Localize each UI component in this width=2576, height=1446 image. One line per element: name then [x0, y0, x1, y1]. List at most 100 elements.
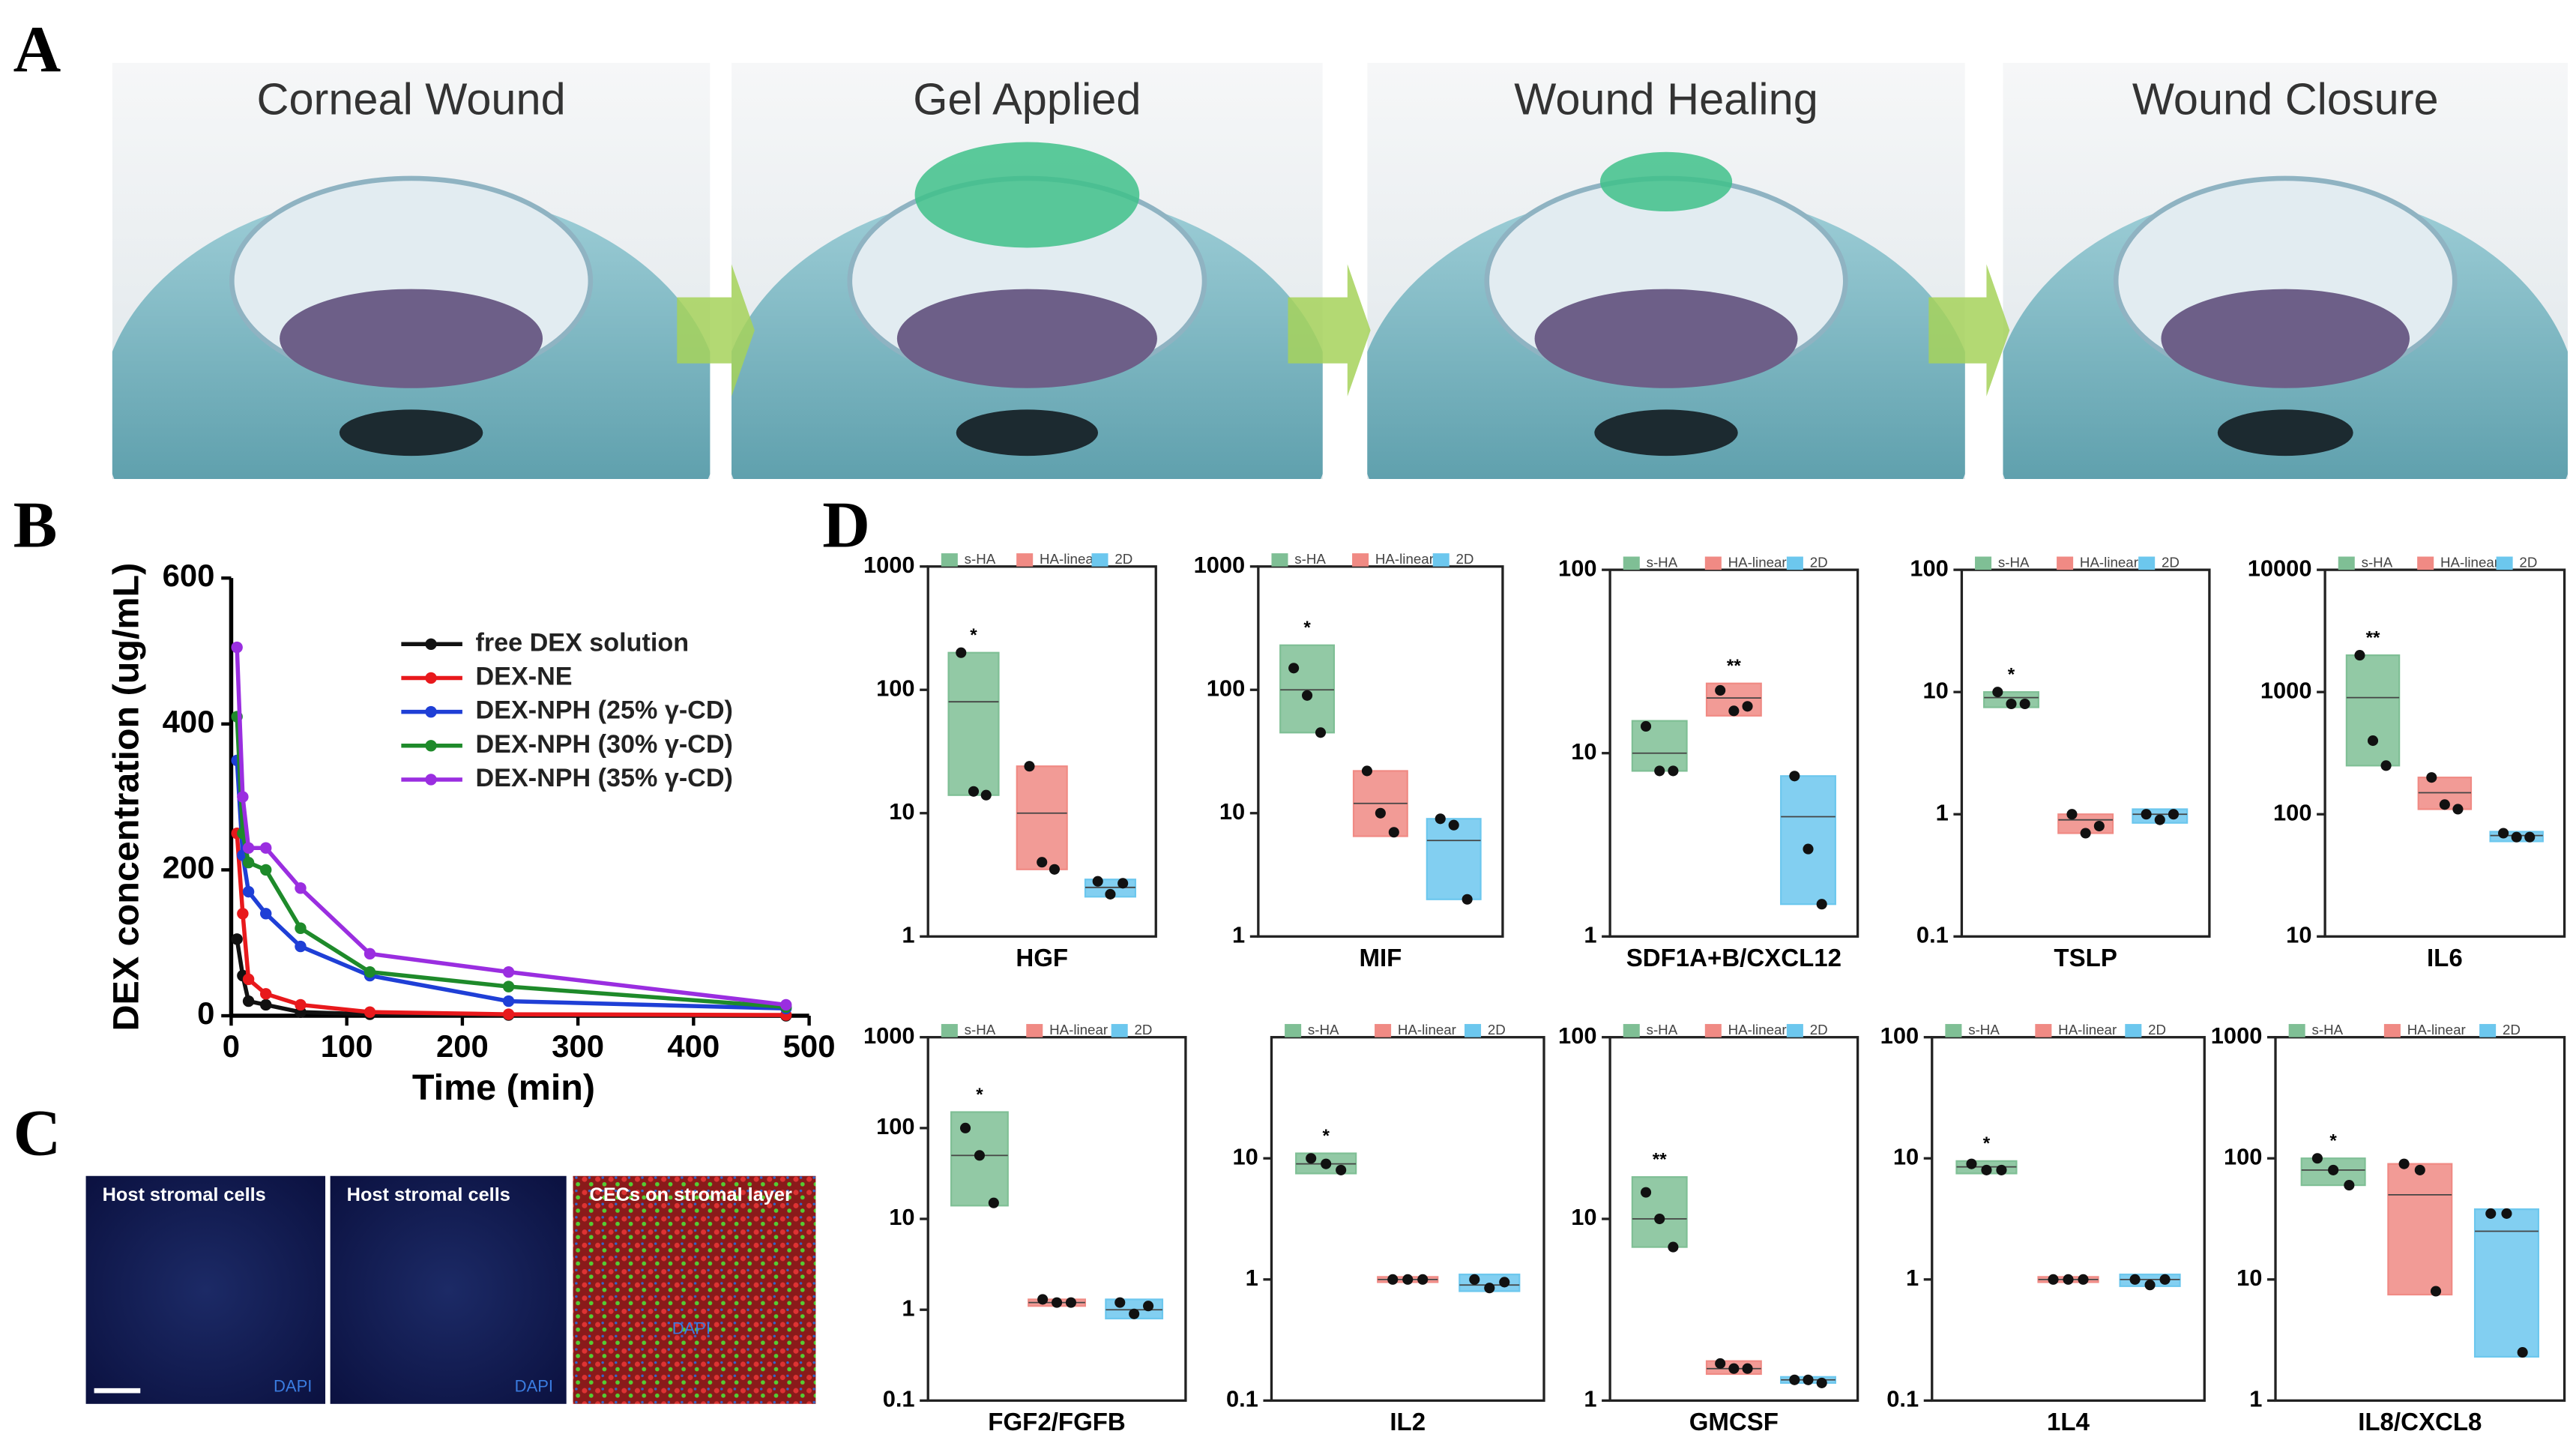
- data-point: [1462, 894, 1473, 905]
- data-point: [364, 948, 376, 960]
- data-point: [1302, 690, 1313, 701]
- legend-label: 2D: [1810, 1022, 1828, 1037]
- box: [947, 651, 1000, 796]
- y-tick-label: 100: [1558, 1022, 1596, 1049]
- y-tick-label: 0.1: [1886, 1386, 1919, 1412]
- data-point: [1448, 819, 1459, 831]
- data-point: [2006, 698, 2017, 710]
- plot-frame: [1257, 565, 1504, 938]
- y-tick-label: 100: [876, 1113, 914, 1139]
- legend-label: HA-linear: [2407, 1022, 2466, 1037]
- y-tick-label: 100: [2273, 799, 2311, 825]
- data-point: [780, 998, 792, 1011]
- significance: *: [2008, 665, 2015, 685]
- data-point: [2380, 760, 2392, 771]
- legend-label: HA-linear: [1398, 1022, 1456, 1037]
- data-point: [260, 842, 272, 854]
- data-point: [2511, 831, 2522, 843]
- data-point: [1402, 1274, 1414, 1285]
- legend-swatch: [2125, 1024, 2142, 1037]
- plot-frame: [926, 1036, 1187, 1403]
- legend-label: s-HA: [1968, 1022, 2000, 1037]
- chart-title: IL2: [1390, 1409, 1426, 1436]
- y-tick-label: 1: [1584, 1386, 1596, 1412]
- x-tick-label: 400: [667, 1028, 720, 1064]
- data-point: [260, 908, 272, 920]
- significance: *: [1303, 618, 1311, 638]
- data-point: [956, 647, 967, 658]
- data-point: [1640, 1187, 1652, 1198]
- data-point: [1306, 1153, 1317, 1164]
- data-point: [974, 1150, 985, 1161]
- legend-label: s-HA: [965, 1022, 996, 1037]
- y-tick-label: 10: [2286, 921, 2311, 948]
- data-point: [295, 882, 307, 894]
- chart-title: 1L4: [2047, 1409, 2090, 1436]
- y-tick-label: 1000: [2211, 1022, 2263, 1049]
- data-point: [2093, 820, 2105, 832]
- data-point: [2311, 1153, 2323, 1164]
- data-point: [2524, 831, 2536, 843]
- legend-swatch: [1026, 1024, 1043, 1037]
- micrograph-title: Host stromal cells: [103, 1184, 266, 1205]
- data-point: [2439, 799, 2450, 810]
- data-point: [2398, 1158, 2410, 1169]
- arrow: [1928, 264, 2010, 397]
- legend-swatch: [1352, 553, 1369, 567]
- y-tick-label: 10: [1233, 1143, 1258, 1169]
- legend-marker: [425, 740, 437, 752]
- data-point: [2159, 1274, 2171, 1285]
- legend-swatch: [2417, 556, 2434, 570]
- data-point: [1037, 1294, 1049, 1305]
- data-point: [2141, 809, 2152, 820]
- data-point: [2485, 1208, 2497, 1219]
- legend-label: s-HA: [1294, 551, 1326, 567]
- chart-title: GMCSF: [1689, 1409, 1779, 1436]
- chart-title: MIF: [1359, 945, 1402, 972]
- legend-label: 2D: [2503, 1022, 2521, 1037]
- iris: [1534, 289, 1798, 388]
- y-tick-label: 10: [889, 798, 914, 825]
- y-tick-label: 1: [902, 1295, 914, 1321]
- data-point: [1668, 1241, 1679, 1253]
- y-tick-label: 1: [1246, 1265, 1258, 1291]
- data-point: [1117, 878, 1129, 889]
- legend-marker: [425, 672, 437, 684]
- y-tick-label: 1: [1936, 799, 1949, 825]
- y-tick-label: 10: [1571, 738, 1596, 765]
- data-point: [2129, 1274, 2141, 1285]
- significance: *: [970, 625, 977, 645]
- y-tick-label: 100: [1207, 675, 1245, 701]
- data-point: [2144, 1280, 2156, 1291]
- data-point: [364, 1006, 376, 1018]
- data-point: [1789, 1374, 1800, 1385]
- micrograph-title: Host stromal cells: [347, 1184, 510, 1205]
- data-point: [1417, 1274, 1429, 1285]
- pupil-shadow: [339, 409, 483, 457]
- legend-label: HA-linear: [2058, 1022, 2117, 1037]
- data-point: [1640, 720, 1652, 732]
- micrograph: [330, 1175, 567, 1404]
- legend-swatch: [1016, 553, 1034, 567]
- pupil-shadow: [2217, 409, 2353, 457]
- data-point: [2080, 828, 2091, 839]
- legend-label: 2D: [1135, 1022, 1153, 1037]
- significance: **: [1653, 1150, 1667, 1170]
- y-axis-label: DEX concentration (ug/mL): [106, 563, 147, 1031]
- data-point: [242, 995, 255, 1007]
- data-point: [2066, 809, 2078, 820]
- box: [1016, 765, 1068, 870]
- arrow: [1288, 264, 1371, 397]
- eye-illustration: Gel Applied: [732, 62, 1323, 479]
- y-tick-label: 10: [1571, 1204, 1596, 1230]
- legend-label: 2D: [2519, 554, 2537, 570]
- data-point: [1092, 876, 1103, 887]
- legend-label: s-HA: [1647, 1022, 1678, 1037]
- y-tick-label: 10: [889, 1204, 914, 1230]
- legend-marker: [425, 774, 437, 786]
- data-point: [502, 1008, 515, 1020]
- plot-frame: [2274, 1036, 2566, 1403]
- y-tick-label: 10000: [2248, 555, 2312, 581]
- series-line: [235, 833, 786, 1017]
- legend-label: s-HA: [1647, 554, 1678, 570]
